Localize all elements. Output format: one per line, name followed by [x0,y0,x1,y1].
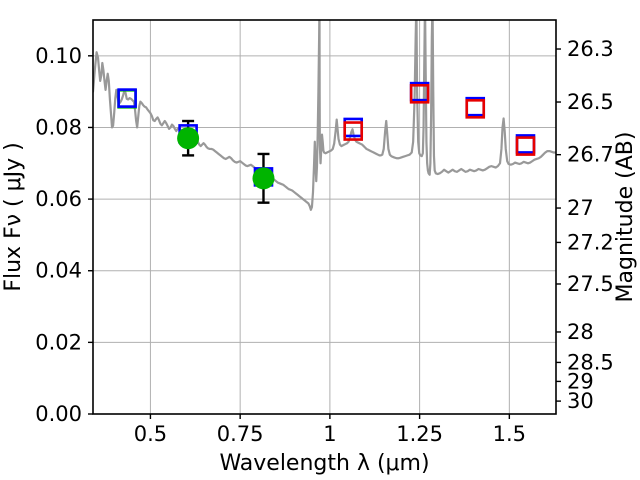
ytick-label-right: 29 [567,369,594,393]
ytick-label-right: 26.7 [567,143,614,167]
grid-layer [93,20,556,414]
tick-layer: 0.5 0.75 1 1.25 1.5 0.00 0.02 0.04 0.06 0.08 0.10 2… [35,37,614,446]
ytick-label-left: 0.10 [35,44,82,68]
marker-layer [117,81,536,190]
ytick-label-right: 28 [567,320,594,344]
spectrum-line [93,20,556,211]
ytick-label-left: 0.02 [35,330,82,354]
ytick-label-right: 30 [567,389,594,413]
ytick-label-right: 27.2 [567,230,614,254]
xtick-label: 0.5 [134,422,167,446]
axis-label-layer: Wavelength λ (μm) Flux Fν ( μJy ) Magnitud… [1,132,638,476]
xtick-label: 1 [323,422,336,446]
ytick-label-left: 0.06 [35,187,82,211]
ytick-label-left: 0.04 [35,259,82,283]
ytick-label-left: 0.00 [35,402,82,426]
x-axis-label: Wavelength λ (μm) [219,451,429,476]
axes-frame [92,19,557,415]
xtick-label: 0.75 [217,422,264,446]
y-axis-label-right: Magnitude (AB) [613,132,638,303]
ytick-label-right: 26.3 [567,37,614,61]
ytick-label-right: 28.5 [567,350,614,374]
ytick-label-right: 27.5 [567,272,614,296]
xtick-label: 1.5 [493,422,526,446]
ytick-label-left: 0.08 [35,115,82,139]
ytick-label-right: 26.5 [567,90,614,114]
ytick-label-right: 27 [567,196,594,220]
y-axis-label-left: Flux Fν ( μJy ) [1,142,26,291]
xtick-label: 1.25 [396,422,443,446]
